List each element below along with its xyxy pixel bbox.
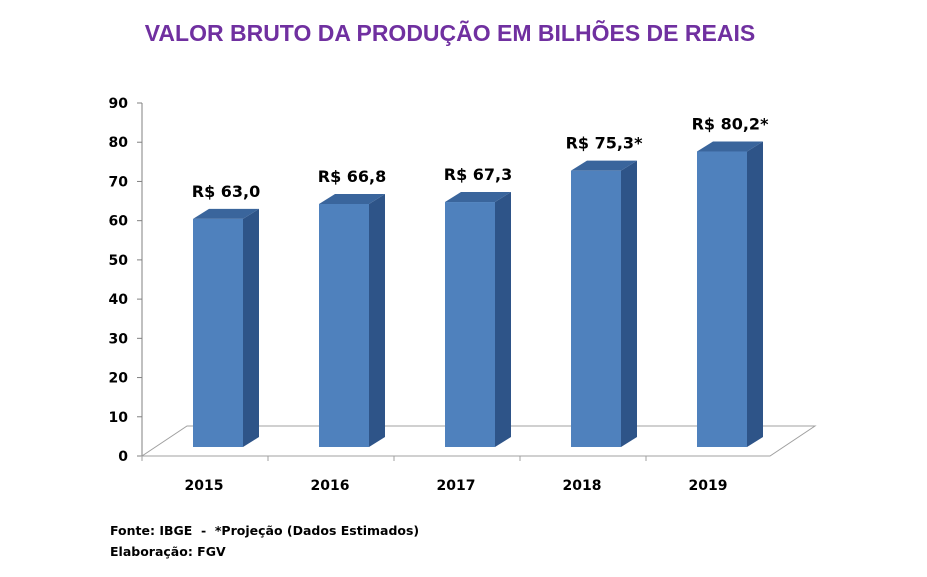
bar-front	[571, 170, 621, 447]
bars	[193, 141, 763, 447]
y-tick-label: 80	[109, 135, 129, 151]
bar	[445, 192, 511, 447]
data-label: R$ 75,3*	[566, 134, 644, 153]
bar-top	[319, 193, 385, 204]
bar-top	[193, 208, 259, 219]
data-label: R$ 66,8	[318, 167, 387, 186]
chart-title: VALOR BRUTO DA PRODUÇÃO EM BILHÕES DE RE…	[144, 20, 756, 46]
bar	[697, 141, 763, 447]
bar-top	[445, 192, 511, 203]
y-tick-label: 20	[109, 371, 129, 387]
x-tick-label: 2018	[563, 478, 602, 494]
y-tick-label: 70	[109, 174, 129, 190]
x-tick-label: 2015	[185, 478, 224, 494]
data-label: R$ 80,2*	[692, 114, 770, 133]
bar	[571, 160, 637, 447]
x-tick-label: 2019	[689, 478, 728, 494]
y-tick-label: 40	[109, 292, 129, 308]
bar-side	[495, 192, 511, 447]
y-tick-label: 10	[109, 410, 129, 426]
bar-top	[571, 160, 637, 171]
y-tick-label: 0	[118, 449, 128, 465]
data-label: R$ 67,3	[444, 165, 513, 184]
y-tick-label: 60	[109, 214, 129, 230]
y-axis-ticks: 0 10 20 30 40 50 60 70 80 90	[109, 96, 129, 465]
y-tick-label: 90	[109, 96, 129, 112]
bar	[319, 193, 385, 447]
credit-note: Elaboração: FGV	[110, 544, 226, 559]
bar-side	[621, 160, 637, 447]
data-label: R$ 63,0	[192, 182, 261, 201]
data-labels: R$ 63,0 R$ 66,8 R$ 67,3 R$ 75,3* R$ 80,2*	[192, 114, 769, 200]
y-tick-label: 30	[109, 331, 129, 347]
bar-front	[697, 151, 747, 447]
y-tick-label: 50	[109, 253, 129, 269]
x-tick-label: 2017	[437, 478, 476, 494]
bar	[193, 208, 259, 447]
bar-side	[369, 193, 385, 447]
bar-side	[747, 141, 763, 447]
bar-front	[319, 203, 369, 447]
bar-top	[697, 141, 763, 152]
x-tick-label: 2016	[311, 478, 350, 494]
chart-axes	[137, 102, 143, 457]
bar-front	[445, 202, 495, 447]
x-axis-labels: 2015 2016 2017 2018 2019	[185, 478, 728, 494]
bar-side	[243, 208, 259, 447]
source-note: Fonte: IBGE - *Projeção (Dados Estimados…	[110, 523, 420, 538]
bar-front	[193, 218, 243, 447]
